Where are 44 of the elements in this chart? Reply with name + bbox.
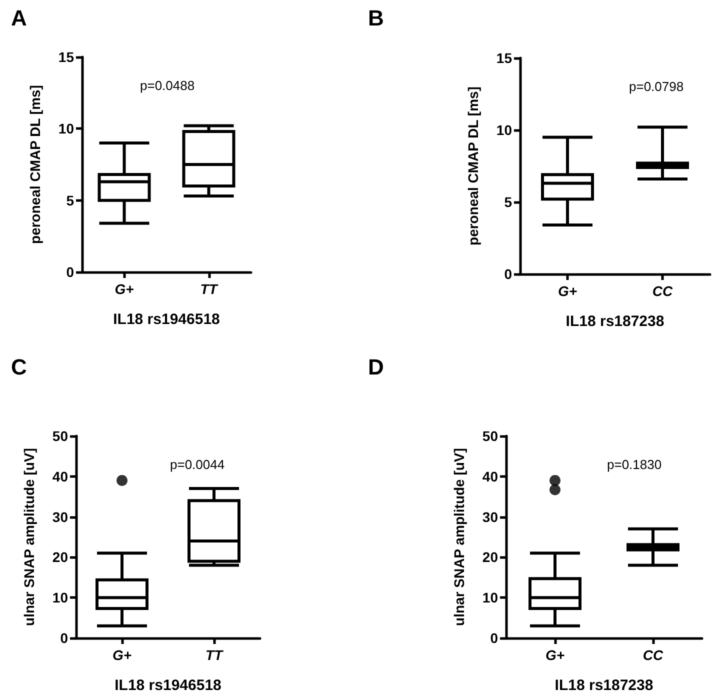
y-axis-title: peroneal CMAP DL [ms] [27,85,43,244]
y-tick-label: 0 [504,266,512,282]
y-tick-label: 0 [60,630,68,646]
x-axis-title: IL18 rs187238 [554,677,654,694]
x-tick-label: G+ [112,647,132,663]
x-tick-label: G+ [114,281,134,297]
x-axis-title: IL18 rs1946518 [114,677,222,694]
y-axis-title: ulnar SNAP amplitude [uV] [21,448,37,626]
y-tick-label: 50 [52,428,68,444]
annotation: p=0.0798 [629,79,684,94]
annotation: p=0.0488 [140,78,195,93]
x-tick-label: G+ [558,283,578,299]
chart-title: C [11,354,27,380]
y-tick-label: 15 [496,50,512,66]
y-tick-label: 0 [66,264,74,280]
y-tick-label: 10 [496,122,512,138]
chart-title: A [11,6,27,30]
y-tick-label: 20 [482,549,498,566]
y-tick-label: 20 [52,549,68,566]
y-tick-label: 10 [58,120,74,137]
y-tick-label: 5 [66,192,74,208]
x-tick-label: TT [200,281,219,297]
y-tick-label: 0 [490,630,498,646]
y-tick-label: 30 [52,508,68,525]
x-axis-title: IL18 rs187238 [566,313,664,330]
x-tick-label: TT [205,647,224,663]
x-axis-title: IL18 rs1946518 [113,311,220,328]
chart-title: D [368,354,384,380]
x-tick-label: G+ [545,647,565,663]
y-tick-label: 40 [52,468,68,484]
x-tick-label: CC [652,283,674,299]
chart-title: B [368,6,384,30]
y-tick-label: 30 [482,508,498,525]
x-tick-label: CC [642,647,664,663]
y-tick-label: 10 [52,590,68,606]
y-axis-title: peroneal CMAP DL [ms] [465,86,481,246]
y-tick-label: 5 [504,194,512,210]
annotation: p=0.0044 [170,457,225,472]
y-axis-title: ulnar SNAP amplitude [uV] [451,448,467,626]
y-tick-label: 40 [482,468,498,484]
y-tick-label: 50 [482,428,498,444]
y-tick-label: 10 [482,590,498,606]
y-tick-label: 15 [58,49,74,65]
annotation: p=0.1830 [607,457,662,472]
